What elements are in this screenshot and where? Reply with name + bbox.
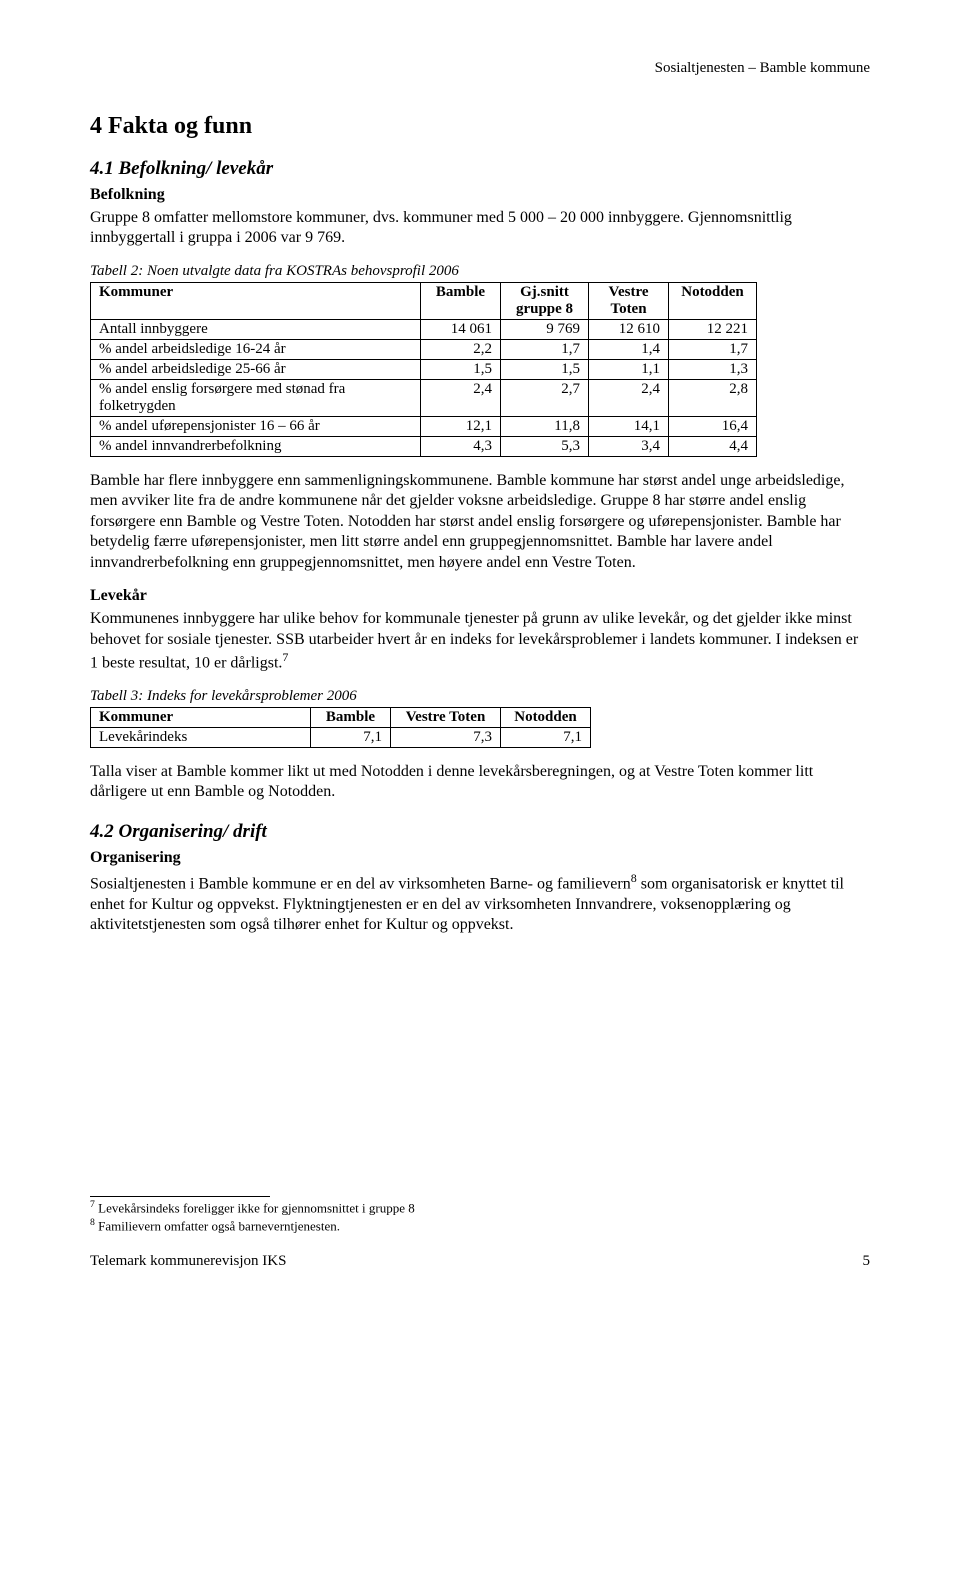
table2-cell: 9 769 bbox=[501, 319, 589, 339]
table2-row-label: % andel uførepensjonister 16 – 66 år bbox=[91, 416, 421, 436]
table2-cell: 12 221 bbox=[669, 319, 757, 339]
table2-row-label: Antall innbyggere bbox=[91, 319, 421, 339]
footnote-8-text: Familievern omfatter også barneverntjene… bbox=[95, 1218, 340, 1233]
table3-cell: 7,1 bbox=[311, 728, 391, 748]
table-row: % andel arbeidsledige 25-66 år1,51,51,11… bbox=[91, 359, 757, 379]
paragraph-3-text: Kommunenes innbyggere har ulike behov fo… bbox=[90, 610, 858, 671]
table2-cell: 16,4 bbox=[669, 416, 757, 436]
heading-2-befolkning: 4.1 Befolkning/ levekår bbox=[90, 158, 870, 180]
table-row: % andel innvandrerbefolkning4,35,33,44,4 bbox=[91, 436, 757, 456]
table2-cell: 2,2 bbox=[421, 339, 501, 359]
table2-cell: 1,7 bbox=[669, 339, 757, 359]
table3-cell: 7,3 bbox=[391, 728, 501, 748]
runin-befolkning: Befolkning bbox=[90, 186, 870, 204]
footnote-8: 8 Familievern omfatter også barneverntje… bbox=[90, 1217, 870, 1235]
table2-cell: 12,1 bbox=[421, 416, 501, 436]
paragraph-3: Kommunenes innbyggere har ulike behov fo… bbox=[90, 609, 870, 674]
table2-cell: 2,4 bbox=[589, 379, 669, 416]
runin-organisering: Organisering bbox=[90, 849, 870, 867]
table2-row-label: % andel arbeidsledige 25-66 år bbox=[91, 359, 421, 379]
table-3: KommunerBambleVestre TotenNotoddenLevekå… bbox=[90, 707, 591, 748]
table2-row-label: % andel enslig forsørgere med stønad fra… bbox=[91, 379, 421, 416]
table-row: % andel arbeidsledige 16-24 år2,21,71,41… bbox=[91, 339, 757, 359]
table-row: % andel uførepensjonister 16 – 66 år12,1… bbox=[91, 416, 757, 436]
table2-cell: 12 610 bbox=[589, 319, 669, 339]
table3-header-cell: Vestre Toten bbox=[391, 708, 501, 728]
table-row: Levekårindeks7,17,37,1 bbox=[91, 728, 591, 748]
table2-cell: 2,7 bbox=[501, 379, 589, 416]
table2-cell: 1,5 bbox=[501, 359, 589, 379]
table-row: % andel enslig forsørgere med stønad fra… bbox=[91, 379, 757, 416]
table2-cell: 1,5 bbox=[421, 359, 501, 379]
heading-2-organisering: 4.2 Organisering/ drift bbox=[90, 821, 870, 843]
table2-cell: 2,4 bbox=[421, 379, 501, 416]
table2-cell: 5,3 bbox=[501, 436, 589, 456]
table2-cell: 1,4 bbox=[589, 339, 669, 359]
table3-header-cell: Kommuner bbox=[91, 708, 311, 728]
table3-header-cell: Notodden bbox=[501, 708, 591, 728]
table3-header-cell: Bamble bbox=[311, 708, 391, 728]
paragraph-5a: Sosialtjenesten i Bamble kommune er en d… bbox=[90, 875, 631, 892]
page-footer: Telemark kommunerevisjon IKS 5 bbox=[90, 1253, 870, 1270]
table3-caption: Tabell 3: Indeks for levekårsproblemer 2… bbox=[90, 688, 870, 705]
paragraph-5: Sosialtjenesten i Bamble kommune er en d… bbox=[90, 871, 870, 936]
table3-row-label: Levekårindeks bbox=[91, 728, 311, 748]
table2-cell: 3,4 bbox=[589, 436, 669, 456]
page-container: Sosialtjenesten – Bamble kommune 4 Fakta… bbox=[0, 0, 960, 1310]
table2-cell: 4,3 bbox=[421, 436, 501, 456]
running-header: Sosialtjenesten – Bamble kommune bbox=[90, 60, 870, 77]
heading-1: 4 Fakta og funn bbox=[90, 113, 870, 140]
table2-caption: Tabell 2: Noen utvalgte data fra KOSTRAs… bbox=[90, 263, 870, 280]
table-row: Antall innbyggere14 0619 76912 61012 221 bbox=[91, 319, 757, 339]
paragraph-2: Bamble har flere innbyggere enn sammenli… bbox=[90, 471, 870, 573]
table2-cell: 1,7 bbox=[501, 339, 589, 359]
table2-cell: 14 061 bbox=[421, 319, 501, 339]
table2-row-label: % andel innvandrerbefolkning bbox=[91, 436, 421, 456]
footer-left: Telemark kommunerevisjon IKS bbox=[90, 1253, 286, 1270]
table3-cell: 7,1 bbox=[501, 728, 591, 748]
table2-header-cell: Notodden bbox=[669, 282, 757, 319]
table2-cell: 11,8 bbox=[501, 416, 589, 436]
table2-cell: 1,3 bbox=[669, 359, 757, 379]
table2-header-cell: Vestre Toten bbox=[589, 282, 669, 319]
runin-levekar: Levekår bbox=[90, 587, 870, 605]
footnote-7-text: Levekårsindeks foreligger ikke for gjenn… bbox=[95, 1200, 415, 1215]
table2-cell: 14,1 bbox=[589, 416, 669, 436]
table2-row-label: % andel arbeidsledige 16-24 år bbox=[91, 339, 421, 359]
paragraph-1: Gruppe 8 omfatter mellomstore kommuner, … bbox=[90, 208, 870, 249]
footnote-ref-7: 7 bbox=[282, 650, 288, 664]
table-2: KommunerBambleGj.snitt gruppe 8Vestre To… bbox=[90, 282, 757, 457]
table2-cell: 4,4 bbox=[669, 436, 757, 456]
footnote-separator bbox=[90, 1196, 270, 1197]
table2-header-cell: Bamble bbox=[421, 282, 501, 319]
table2-cell: 1,1 bbox=[589, 359, 669, 379]
paragraph-4: Talla viser at Bamble kommer likt ut med… bbox=[90, 762, 870, 803]
table2-header-cell: Kommuner bbox=[91, 282, 421, 319]
table2-header-cell: Gj.snitt gruppe 8 bbox=[501, 282, 589, 319]
table2-cell: 2,8 bbox=[669, 379, 757, 416]
footnote-7: 7 Levekårsindeks foreligger ikke for gje… bbox=[90, 1199, 870, 1217]
footer-page-number: 5 bbox=[863, 1253, 871, 1270]
